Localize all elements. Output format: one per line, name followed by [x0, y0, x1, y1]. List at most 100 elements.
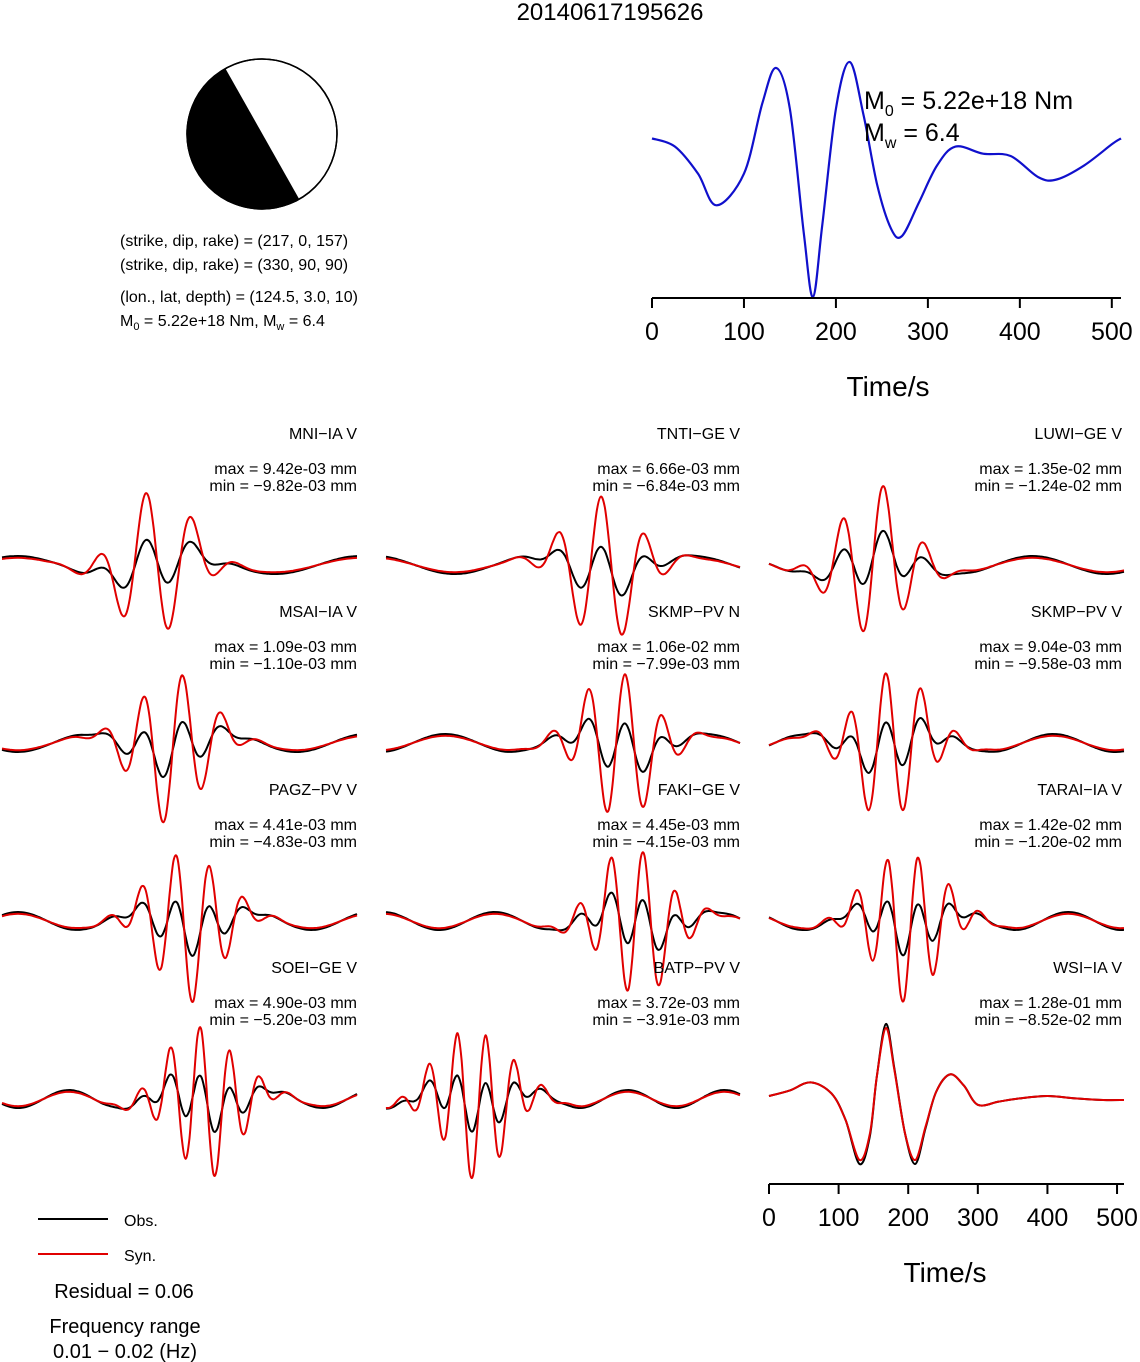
- station-min: min = −9.82e-03 mm: [209, 478, 357, 495]
- station-name: FAKI−GE V: [658, 782, 741, 799]
- beachball-icon: [186, 58, 338, 210]
- station-max: max = 4.90e-03 mm: [214, 995, 357, 1012]
- observed-series-line: [768, 717, 1125, 774]
- station-name: TARAI−IA V: [1037, 782, 1122, 799]
- stf-tick-label: 300: [907, 318, 949, 346]
- station-name: LUWI−GE V: [1034, 426, 1122, 443]
- station-min: min = −1.24e-02 mm: [974, 478, 1122, 495]
- stf-tick-label: 0: [645, 318, 659, 346]
- mechanism-line-4: M0 = 5.22e+18 Nm, Mw = 6.4: [120, 313, 325, 333]
- waveform-xlabel: Time/s: [904, 1257, 987, 1288]
- waveform-tick-label: 400: [1027, 1204, 1069, 1232]
- station-name: SOEI−GE V: [271, 960, 357, 977]
- waveform-time-axis: 0 100 200 300 400 500: [762, 1183, 1138, 1232]
- station-min: min = −8.52e-02 mm: [974, 1012, 1122, 1029]
- station-min: min = −1.20e-02 mm: [974, 834, 1122, 851]
- frequency-range: 0.01 − 0.02 (Hz): [53, 1341, 197, 1362]
- station-max: max = 9.42e-03 mm: [214, 461, 357, 478]
- station-max: max = 4.41e-03 mm: [214, 817, 357, 834]
- station-min: min = −9.58e-03 mm: [974, 656, 1122, 673]
- legend-obs-label: Obs.: [124, 1213, 158, 1230]
- stf-series-line: [651, 60, 1122, 299]
- figure-title: 20140617195626: [517, 0, 704, 26]
- station-min: min = −3.91e-03 mm: [592, 1012, 740, 1029]
- station-name: TNTI−GE V: [657, 426, 740, 443]
- waveform-tick-label: 300: [957, 1204, 999, 1232]
- station-name: PAGZ−PV V: [269, 782, 358, 799]
- synthetic-series-line: [768, 1026, 1125, 1162]
- synthetic-series-line: [768, 485, 1125, 633]
- mechanism-line-3: (lon., lat, depth) = (124.5, 3.0, 10): [120, 289, 358, 306]
- stf-tick-label: 400: [999, 318, 1041, 346]
- stf-tick-label: 200: [815, 318, 857, 346]
- waveform-tick-label: 100: [818, 1204, 860, 1232]
- mechanism-line-2: (strike, dip, rake) = (330, 90, 90): [120, 257, 348, 274]
- stf-tick-label: 500: [1091, 318, 1133, 346]
- station-max: max = 4.45e-03 mm: [597, 817, 740, 834]
- station-max: max = 1.35e-02 mm: [979, 461, 1122, 478]
- stf-tick-label: 100: [723, 318, 765, 346]
- station-name: MSAI−IA V: [279, 604, 357, 621]
- residual-text: Residual = 0.06: [54, 1281, 194, 1303]
- station-name: SKMP−PV V: [1031, 604, 1122, 621]
- observed-series-line: [768, 529, 1125, 586]
- synthetic-series-line: [1, 1026, 358, 1177]
- stf-xlabel: Time/s: [847, 371, 930, 402]
- station-name: MNI−IA V: [289, 426, 357, 443]
- synthetic-series-line: [1, 674, 358, 824]
- observed-series-line: [1, 900, 358, 957]
- station-max: max = 6.66e-03 mm: [597, 461, 740, 478]
- frequency-label: Frequency range: [49, 1316, 200, 1338]
- station-min: min = −1.10e-03 mm: [209, 656, 357, 673]
- station-min: min = −7.99e-03 mm: [592, 656, 740, 673]
- station-max: max = 1.42e-02 mm: [979, 817, 1122, 834]
- synthetic-series-line: [385, 495, 741, 636]
- station-name: BATP−PV V: [654, 960, 741, 977]
- waveform-tick-label: 200: [887, 1204, 929, 1232]
- station-name: WSI−IA V: [1053, 960, 1122, 977]
- station-min: min = −4.83e-03 mm: [209, 834, 357, 851]
- observed-series-line: [768, 1022, 1125, 1166]
- stf-mw-label: Mw = 6.4: [864, 119, 960, 152]
- waveform-tick-label: 0: [762, 1204, 776, 1232]
- station-min: min = −5.20e-03 mm: [209, 1012, 357, 1029]
- stf-m0-label: M0 = 5.22e+18 Nm: [864, 87, 1073, 120]
- synthetic-series-line: [1, 854, 358, 1003]
- stf-panel: 0 100 200 300 400 500: [645, 60, 1133, 346]
- station-min: min = −6.84e-03 mm: [592, 478, 740, 495]
- station-max: max = 1.06e-02 mm: [597, 639, 740, 656]
- station-max: max = 3.72e-03 mm: [597, 995, 740, 1012]
- synthetic-series-line: [385, 1032, 741, 1180]
- synthetic-series-line: [768, 856, 1125, 1003]
- station-max: max = 1.28e-01 mm: [979, 995, 1122, 1012]
- synthetic-series-line: [385, 851, 741, 992]
- station-min: min = −4.15e-03 mm: [592, 834, 740, 851]
- synthetic-series-line: [768, 672, 1125, 812]
- station-name: SKMP−PV N: [648, 604, 740, 621]
- station-max: max = 9.04e-03 mm: [979, 639, 1122, 656]
- observed-series-line: [768, 900, 1125, 957]
- legend: Obs. Syn.: [38, 1213, 158, 1265]
- observed-series-line: [385, 717, 741, 773]
- mechanism-line-1: (strike, dip, rake) = (217, 0, 157): [120, 233, 348, 250]
- synthetic-series-line: [385, 673, 741, 813]
- synthetic-series-line: [1, 492, 358, 630]
- observed-series-line: [385, 891, 741, 951]
- station-max: max = 1.09e-03 mm: [214, 639, 357, 656]
- waveform-tick-label: 500: [1096, 1204, 1138, 1232]
- legend-syn-label: Syn.: [124, 1248, 156, 1265]
